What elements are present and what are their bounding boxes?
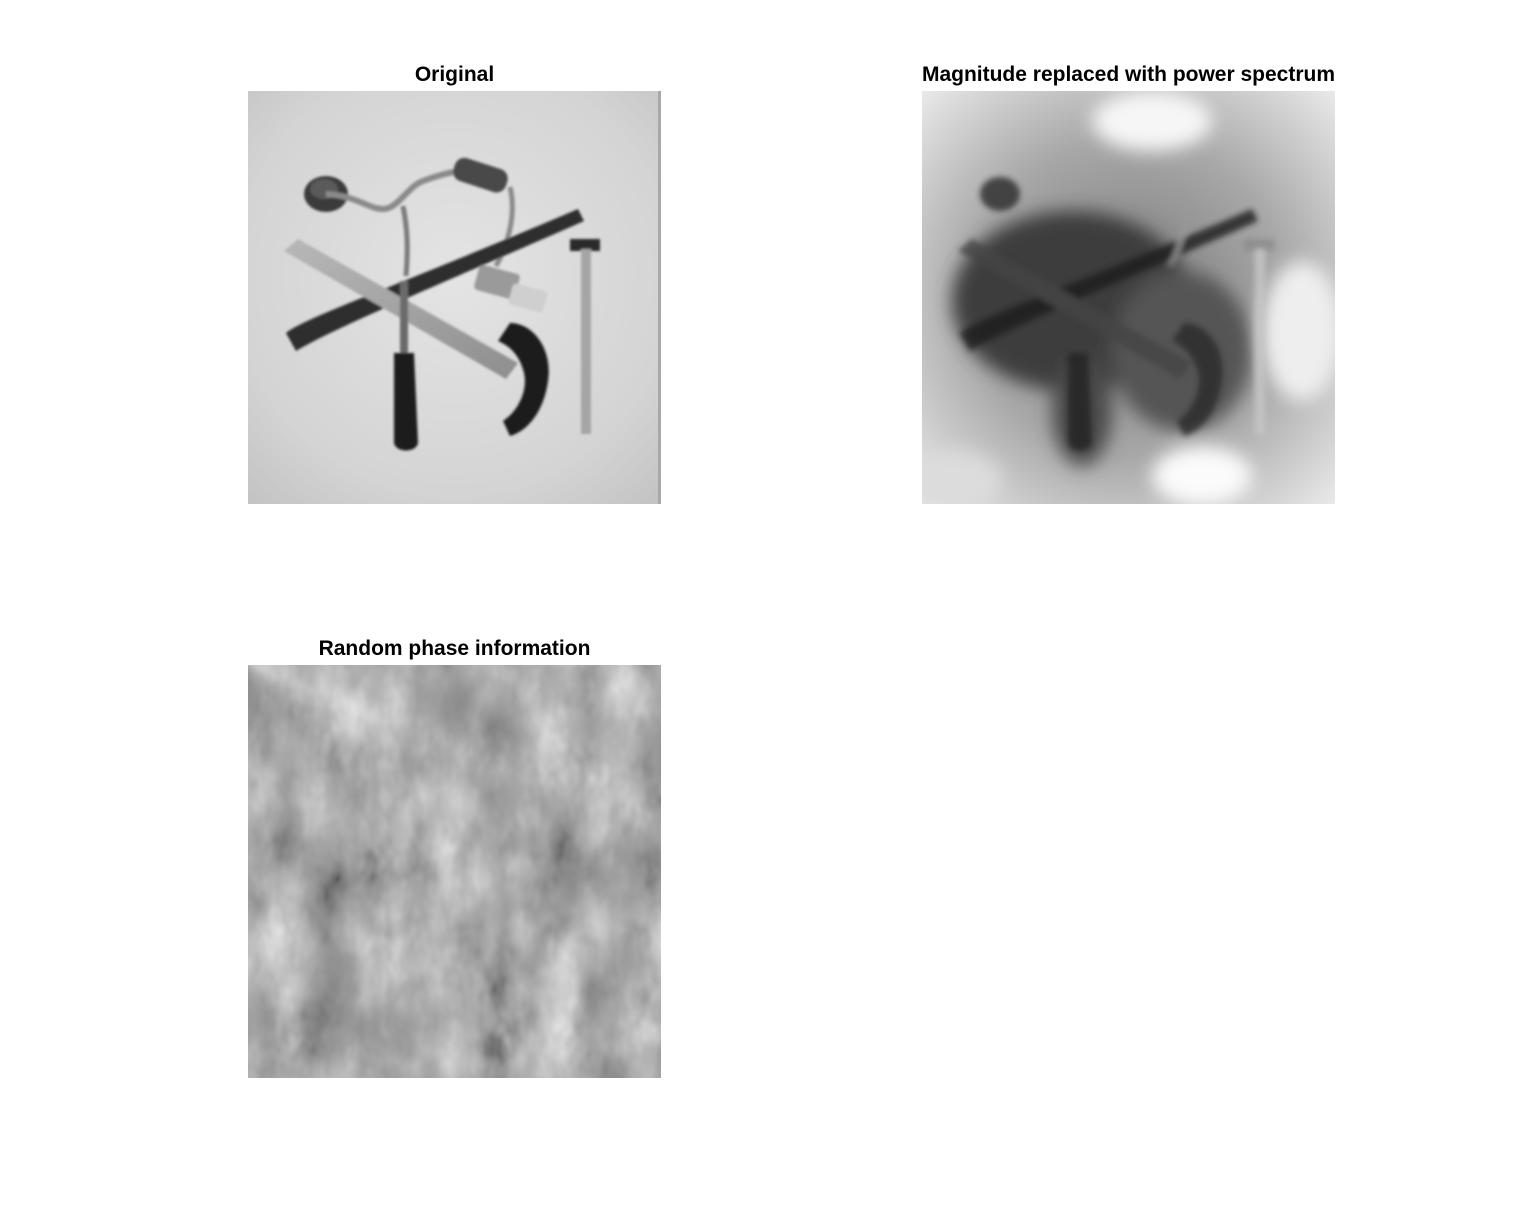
original-tools-image	[248, 91, 661, 504]
panel-random: Random phase information	[248, 637, 661, 1078]
magnitude-replaced-image	[922, 91, 1335, 504]
panel-title-random: Random phase information	[318, 637, 591, 660]
panel-title-original: Original	[414, 63, 495, 86]
panel-original: Original	[248, 63, 661, 504]
panel-magnitude: Magnitude replaced with power spectrum	[922, 63, 1335, 504]
random-phase-noise-image	[248, 665, 661, 1078]
panel-title-magnitude: Magnitude replaced with power spectrum	[921, 63, 1336, 86]
